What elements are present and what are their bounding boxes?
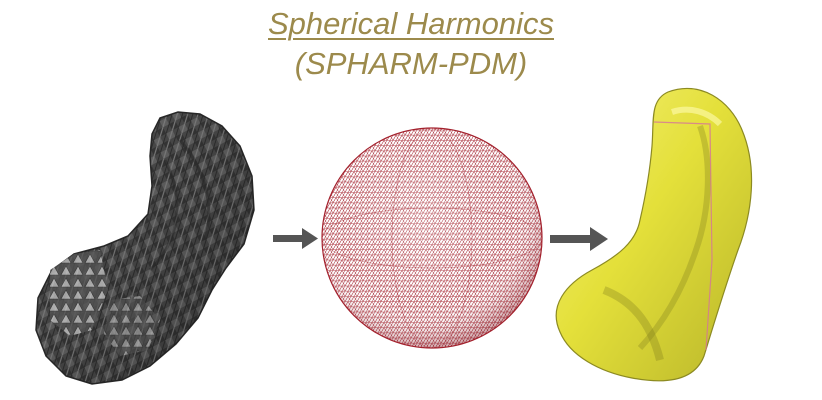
page-subtitle: (SPHARM-PDM) [294, 46, 528, 81]
smooth-shape-icon [555, 87, 753, 382]
sphere-mesh-icon [321, 127, 543, 349]
page-title: Spherical Harmonics [268, 6, 554, 41]
arrow-right-icon [550, 227, 608, 251]
voxel-shape-icon [35, 111, 255, 385]
arrow-right-icon [273, 228, 318, 249]
